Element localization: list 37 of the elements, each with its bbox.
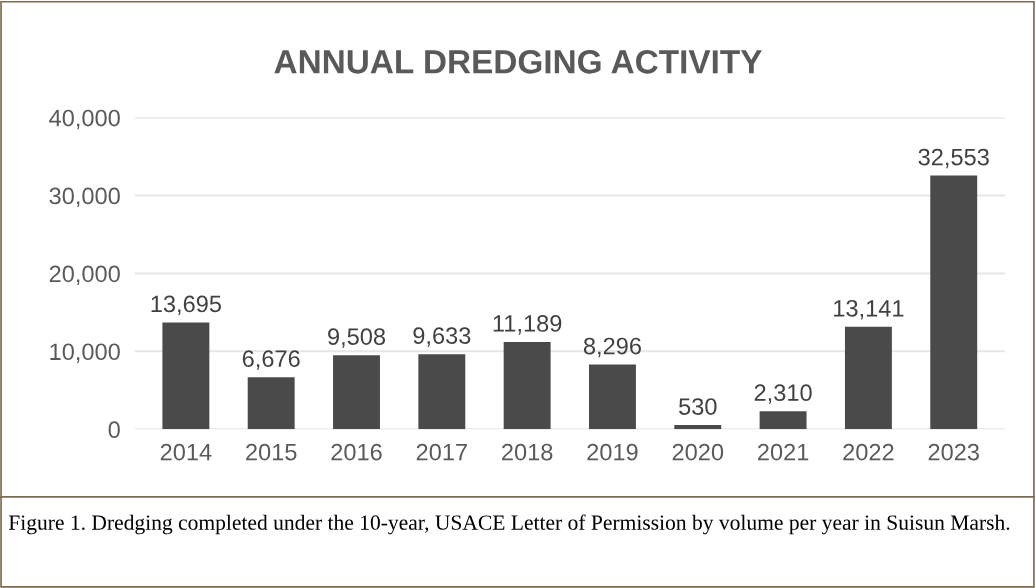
data-label: 32,553 [918, 148, 989, 169]
bar [162, 322, 210, 430]
bar [844, 326, 892, 430]
data-label: 13,141 [834, 299, 904, 320]
y-tick-label: 0 [108, 421, 120, 439]
data-label: 8,296 [583, 337, 641, 358]
data-label: 13,695 [151, 295, 221, 316]
x-tick-label: 2020 [672, 443, 724, 461]
x-tick-label: 2019 [587, 443, 638, 461]
x-tick-label: 2016 [331, 443, 382, 461]
bar [674, 425, 722, 430]
x-tick-label: 2022 [843, 443, 894, 461]
data-label: 2,310 [754, 384, 812, 404]
data-label: 9,508 [328, 328, 386, 348]
data-label: 6,676 [242, 350, 300, 370]
chart-title: ANNUAL DREDGING ACTIVITY [274, 50, 762, 74]
x-tick-label: 2015 [246, 443, 297, 461]
data-label: 11,189 [493, 315, 562, 335]
x-tick-label: 2014 [160, 443, 212, 461]
bar [418, 354, 466, 430]
data-label: 9,633 [413, 327, 471, 347]
y-tick-label: 20,000 [49, 265, 120, 285]
x-tick-label: 2018 [502, 443, 553, 461]
bar [503, 342, 551, 430]
y-tick-label: 10,000 [50, 343, 120, 363]
bar [247, 377, 295, 430]
data-label: 530 [679, 398, 717, 415]
bar [333, 355, 380, 430]
x-tick-label: 2017 [416, 443, 467, 461]
x-tick-label: 2023 [928, 443, 979, 461]
bar [759, 411, 807, 430]
bar [930, 175, 978, 430]
y-tick-label: 30,000 [49, 187, 120, 208]
x-tick-label: 2021 [758, 443, 809, 461]
bar [589, 364, 636, 430]
caption: Figure 1. Dredging completed under the 10-year, USACE Letter of Permission by volume per year in Suisun Marsh. [8, 514, 1010, 535]
y-tick-label: 40,000 [49, 109, 120, 130]
